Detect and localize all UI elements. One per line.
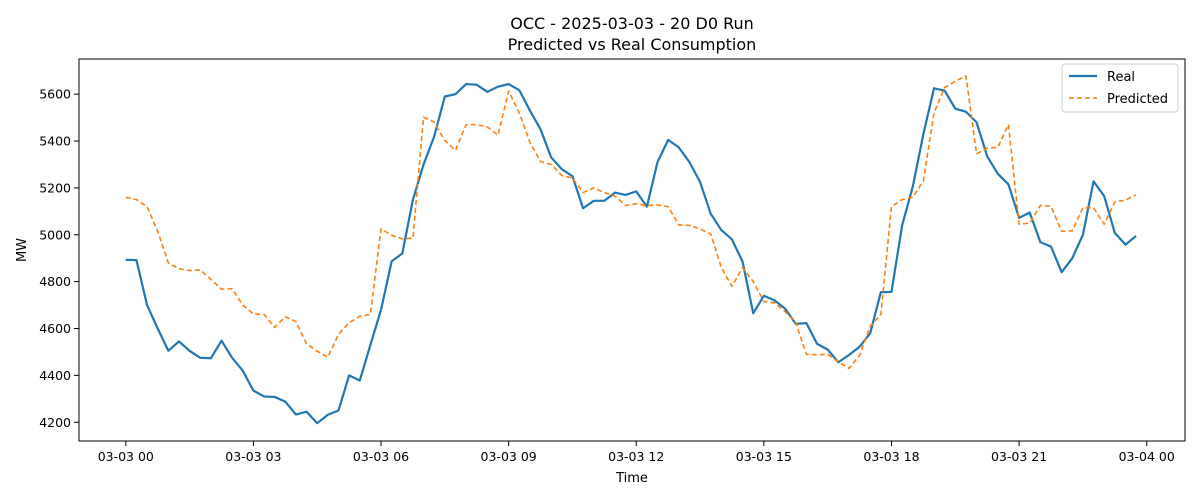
x-tick-label: 03-03 09 [481, 449, 537, 464]
y-tick-label: 5600 [39, 87, 71, 102]
series-line-real [125, 82, 1137, 425]
y-tick-label: 4600 [39, 321, 71, 336]
x-tick-label: 03-03 15 [736, 449, 792, 464]
y-tick-label: 5400 [39, 134, 71, 149]
y-tick-label: 5200 [39, 180, 71, 195]
x-tick-label: 03-03 00 [98, 449, 154, 464]
legend-label-real: Real [1107, 70, 1135, 85]
chart-subtitle: Predicted vs Real Consumption [508, 35, 757, 54]
x-tick-label: 03-03 21 [991, 449, 1047, 464]
x-axis: 03-03 00 03-03 03 03-03 06 03-03 09 03-03 12… [98, 441, 1175, 464]
chart-title: OCC - 2025-03-03 - 20 D0 Run [510, 14, 754, 33]
plot-area [125, 75, 1137, 425]
legend-label-predicted: Predicted [1107, 92, 1168, 107]
x-tick-label: 03-04 00 [1119, 449, 1175, 464]
y-tick-label: 4400 [39, 368, 71, 383]
y-axis: 4200 4400 4600 4800 5000 5200 5400 5600 [39, 87, 79, 430]
x-axis-label: Time [615, 471, 648, 486]
x-tick-label: 03-03 18 [863, 449, 919, 464]
y-tick-label: 4200 [39, 415, 71, 430]
y-tick-label: 5000 [39, 227, 71, 242]
x-tick-label: 03-03 12 [608, 449, 664, 464]
y-tick-label: 4800 [39, 274, 71, 289]
plot-frame [78, 58, 1186, 442]
x-tick-label: 03-03 06 [353, 449, 409, 464]
series-line-predicted [125, 75, 1137, 370]
x-tick-label: 03-03 03 [225, 449, 281, 464]
y-axis-label: MW [15, 238, 30, 262]
legend: Real Predicted [1061, 63, 1179, 113]
